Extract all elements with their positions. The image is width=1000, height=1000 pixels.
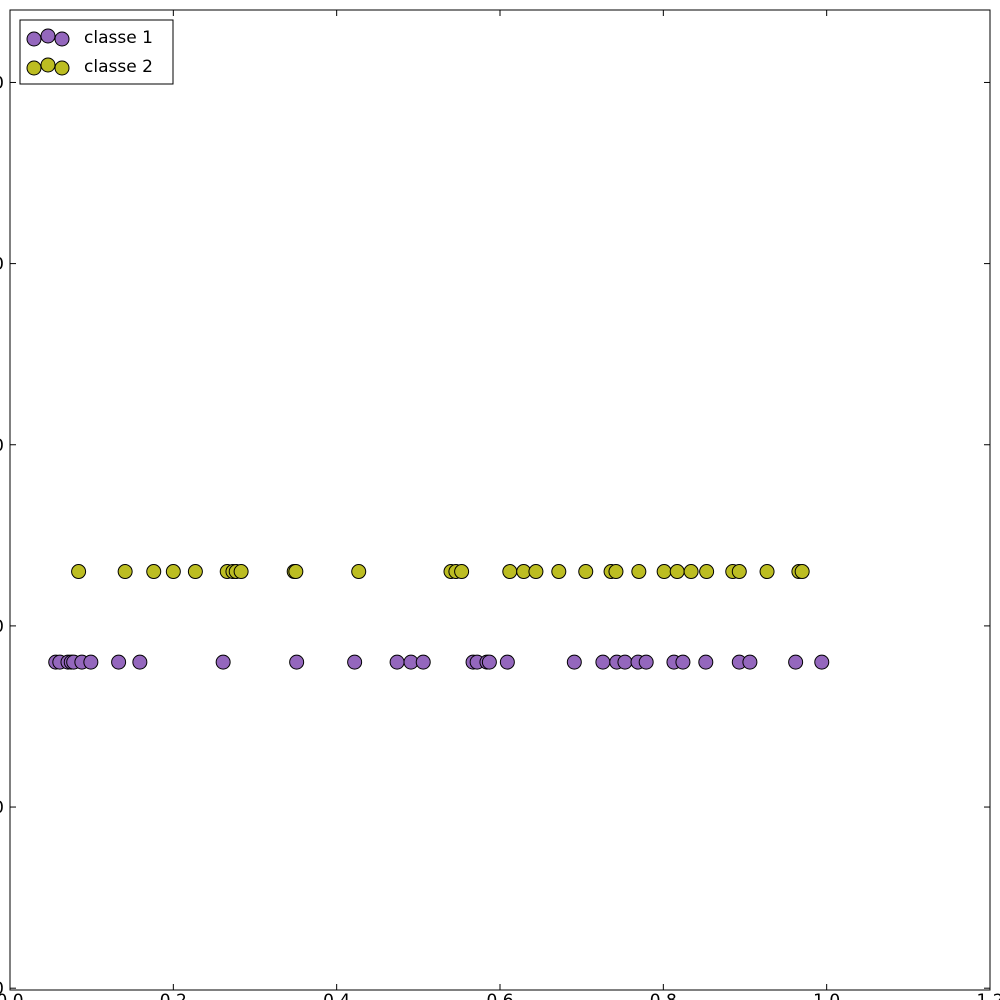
dot — [759, 564, 775, 580]
dot — [528, 564, 544, 580]
dot — [502, 564, 518, 580]
x-tick-label: 1.0 — [813, 991, 840, 1000]
dot — [731, 564, 747, 580]
dot — [675, 654, 691, 670]
dot — [595, 654, 611, 670]
dot — [698, 654, 714, 670]
dot — [389, 654, 405, 670]
dot — [415, 654, 431, 670]
dot — [638, 654, 654, 670]
dot — [788, 654, 804, 670]
dot — [683, 564, 699, 580]
y-tick-label: 40 — [0, 255, 4, 275]
dot — [117, 564, 133, 580]
dot — [351, 564, 367, 580]
dot — [814, 654, 830, 670]
x-tick-label: 0.8 — [650, 991, 677, 1000]
dot — [794, 564, 810, 580]
dot — [656, 564, 672, 580]
y-tick-label: 20 — [0, 617, 4, 637]
x-tick-label: 1.2 — [976, 991, 1000, 1000]
dot — [669, 564, 685, 580]
legend-label: classe 2 — [84, 57, 153, 77]
dot — [454, 564, 470, 580]
dot — [566, 654, 582, 670]
legend: classe 1 classe 2 — [19, 19, 174, 85]
dot — [233, 564, 249, 580]
dot — [132, 654, 148, 670]
y-tick-label: 0 — [0, 979, 4, 999]
legend-marker — [54, 31, 70, 47]
dot — [617, 654, 633, 670]
dot — [111, 654, 127, 670]
dot — [165, 564, 181, 580]
legend-label: classe 1 — [84, 28, 153, 48]
dot — [288, 564, 304, 580]
legend-marker — [54, 60, 70, 76]
x-tick-label: 0.4 — [323, 991, 350, 1000]
legend-marker — [40, 57, 56, 73]
dot — [699, 564, 715, 580]
dot — [347, 654, 363, 670]
dot — [71, 564, 87, 580]
dot — [481, 654, 497, 670]
y-tick-label: 30 — [0, 436, 4, 456]
x-tick-label: 0.2 — [160, 991, 187, 1000]
dot — [215, 654, 231, 670]
x-tick-label: 0.0 — [0, 991, 24, 1000]
x-tick-label: 0.6 — [486, 991, 513, 1000]
legend-marker — [26, 31, 42, 47]
dot — [146, 564, 162, 580]
dot — [83, 654, 99, 670]
dot — [499, 654, 515, 670]
legend-marker — [40, 28, 56, 44]
dot — [742, 654, 758, 670]
dot — [631, 564, 647, 580]
chart-title: Dot Strip Plot with 2 classe(s) — [375, 0, 626, 1]
dot — [187, 564, 203, 580]
dot — [551, 564, 567, 580]
plot-area — [9, 9, 991, 991]
dot — [289, 654, 305, 670]
y-tick-label: 10 — [0, 798, 4, 818]
dot — [608, 564, 624, 580]
dot — [578, 564, 594, 580]
y-tick-label: 50 — [0, 73, 4, 93]
legend-marker — [26, 60, 42, 76]
